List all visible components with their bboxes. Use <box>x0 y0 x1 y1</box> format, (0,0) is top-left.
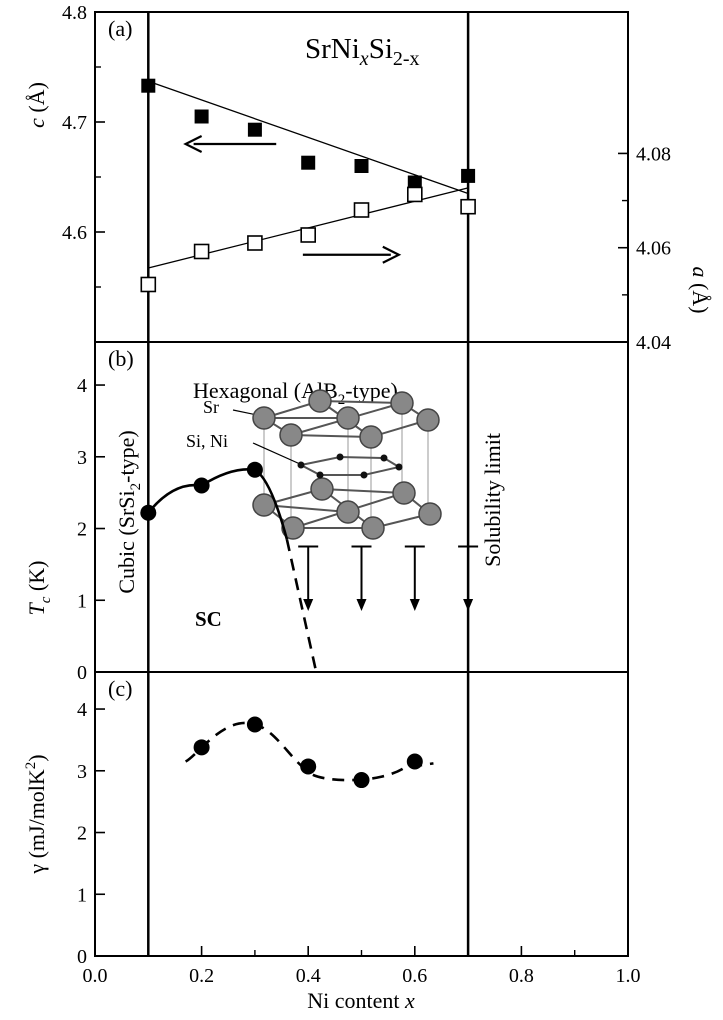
a-point <box>193 243 210 260</box>
cubic-label: Cubic (SrSi2-type) <box>114 430 144 593</box>
y-tick-label-tc: 3 <box>77 447 87 469</box>
arrow-left-head <box>183 135 203 153</box>
sc-label: SC <box>195 607 222 631</box>
x-tick-label: 0.2 <box>189 965 214 987</box>
title-sub-x: x <box>359 48 369 70</box>
tc-point <box>193 477 210 494</box>
gamma-point <box>406 753 423 770</box>
ylabel-a: a (Å) <box>688 266 713 313</box>
sr-label: Sr <box>203 397 219 417</box>
upper-limit-arrowhead <box>409 599 420 612</box>
x-tick-label: 1.0 <box>616 965 641 987</box>
sr-atom <box>279 423 303 447</box>
tc-extrapolation <box>285 539 318 673</box>
sr-atom <box>416 408 440 432</box>
a-point <box>460 198 476 215</box>
y-tick-label-gamma: 2 <box>77 823 87 845</box>
gamma-point <box>193 739 210 756</box>
y-tick-label-gamma: 4 <box>77 699 87 721</box>
sr-atom <box>392 481 416 505</box>
ylabel-tc: Tc (K) <box>24 561 54 616</box>
sr-atom <box>418 502 442 526</box>
upper-limit-arrowhead <box>356 599 367 612</box>
si-ni-atom <box>360 471 368 479</box>
tc-curve <box>147 467 289 540</box>
y-tick-label-tc: 2 <box>77 519 87 541</box>
panel-c-label: (c) <box>108 676 132 701</box>
sr-atom <box>281 516 305 540</box>
sr-atom <box>252 406 276 430</box>
y-tick-label-a: 4.08 <box>636 143 671 165</box>
a-point <box>406 186 423 203</box>
hexagonal-label: Hexagonal (AlB2-type) <box>193 378 398 408</box>
sr-atom <box>359 425 383 449</box>
x-tick-label: 0.4 <box>296 965 321 987</box>
c-point <box>301 155 316 170</box>
si-ni-atom <box>336 453 344 461</box>
xlabel: Ni content x <box>307 988 415 1013</box>
y-tick-label-tc: 0 <box>77 662 87 684</box>
x-tick-label: 0.8 <box>509 965 534 987</box>
panel-b-label: (b) <box>108 346 134 371</box>
solubility-label: Solubility limit <box>480 433 505 567</box>
c-point <box>141 78 156 93</box>
sr-atom <box>336 406 360 430</box>
si-ni-atom <box>380 454 388 462</box>
a-point <box>300 227 317 243</box>
si-ni-atom <box>297 461 305 469</box>
y-tick-label-gamma: 0 <box>77 946 87 968</box>
c-point <box>194 109 209 124</box>
y-tick-label-tc: 4 <box>77 375 87 397</box>
y-tick-label-a: 4.04 <box>636 332 671 354</box>
si-ni-label: Si, Ni <box>186 431 228 451</box>
fit-line-c <box>148 80 469 195</box>
gamma-point <box>353 772 370 789</box>
sr-atom <box>361 516 385 540</box>
x-tick-label: 0.0 <box>83 965 108 987</box>
y-tick-label-gamma: 1 <box>77 884 87 906</box>
y-tick-label-gamma: 3 <box>77 761 87 783</box>
sr-atom <box>390 391 414 415</box>
tc-point <box>246 461 263 478</box>
compound-title: SrNixSi2-x <box>305 33 420 70</box>
c-point <box>407 175 422 190</box>
ylabel-c: c (Å) <box>24 82 49 128</box>
upper-limit-arrowhead <box>303 599 314 612</box>
sr-atom <box>308 389 332 413</box>
c-point <box>354 159 369 173</box>
sr-atom <box>336 500 360 524</box>
panel-a-label: (a) <box>108 16 132 41</box>
a-point <box>247 235 263 251</box>
y-tick-label-c: 4.8 <box>62 2 87 24</box>
gamma-point <box>300 758 317 775</box>
y-tick-label-a: 4.06 <box>636 238 671 260</box>
tc-point <box>140 504 157 521</box>
si-ni-atom <box>395 463 403 471</box>
a-point <box>353 202 370 218</box>
sr-atom <box>310 477 334 501</box>
crystal-structure: Sr Si, Ni <box>186 389 442 540</box>
x-tick-label: 0.6 <box>402 965 427 987</box>
upper-limit-arrowhead <box>463 599 474 612</box>
gamma-point <box>246 716 263 733</box>
panel-c-frame <box>94 671 629 957</box>
arrow-right-head <box>382 245 402 264</box>
ylabel-gamma: γ (mJ/molK2) <box>23 754 49 874</box>
sr-atom <box>252 493 276 517</box>
y-tick-label-c: 4.6 <box>62 222 87 244</box>
c-point <box>247 122 262 137</box>
y-tick-label-tc: 1 <box>77 590 87 612</box>
c-point <box>461 168 476 183</box>
y-tick-label-c: 4.7 <box>62 112 87 134</box>
a-point <box>140 276 157 293</box>
si-ni-atom <box>316 471 324 479</box>
